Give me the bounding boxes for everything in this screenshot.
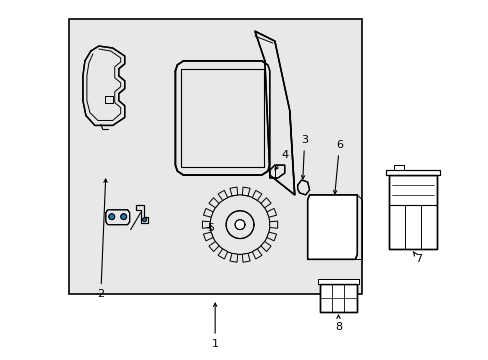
Polygon shape <box>393 165 403 170</box>
Text: 3: 3 <box>301 135 307 179</box>
Polygon shape <box>266 232 276 241</box>
Circle shape <box>235 220 244 230</box>
Polygon shape <box>266 208 276 217</box>
Polygon shape <box>203 208 213 217</box>
Polygon shape <box>269 165 284 178</box>
Text: 8: 8 <box>334 315 341 332</box>
Polygon shape <box>319 284 357 312</box>
Polygon shape <box>254 31 294 195</box>
Circle shape <box>108 214 115 220</box>
Polygon shape <box>208 198 219 208</box>
Text: 2: 2 <box>97 179 107 299</box>
Polygon shape <box>229 187 237 196</box>
Polygon shape <box>210 195 269 255</box>
Polygon shape <box>307 195 357 260</box>
Polygon shape <box>261 242 271 252</box>
Text: 1: 1 <box>211 303 218 349</box>
Text: 4: 4 <box>275 150 288 170</box>
Polygon shape <box>135 205 147 223</box>
Polygon shape <box>218 190 227 201</box>
Polygon shape <box>83 46 124 125</box>
Polygon shape <box>218 249 227 259</box>
Circle shape <box>225 211 253 239</box>
Polygon shape <box>261 198 271 208</box>
Circle shape <box>121 214 126 220</box>
Polygon shape <box>242 187 249 196</box>
Text: 7: 7 <box>412 252 422 264</box>
Text: 6: 6 <box>333 140 342 194</box>
Polygon shape <box>208 242 219 252</box>
Polygon shape <box>229 253 237 262</box>
Polygon shape <box>202 221 210 228</box>
Polygon shape <box>297 180 309 195</box>
Polygon shape <box>317 279 359 284</box>
Bar <box>69 19 362 294</box>
Polygon shape <box>252 249 262 259</box>
Polygon shape <box>252 190 262 201</box>
Polygon shape <box>269 221 277 228</box>
Polygon shape <box>388 175 436 249</box>
Polygon shape <box>105 210 129 225</box>
Polygon shape <box>242 253 249 262</box>
Polygon shape <box>386 170 439 175</box>
Polygon shape <box>175 61 269 175</box>
Text: 5: 5 <box>206 222 213 233</box>
Circle shape <box>142 218 146 222</box>
Polygon shape <box>203 232 213 241</box>
